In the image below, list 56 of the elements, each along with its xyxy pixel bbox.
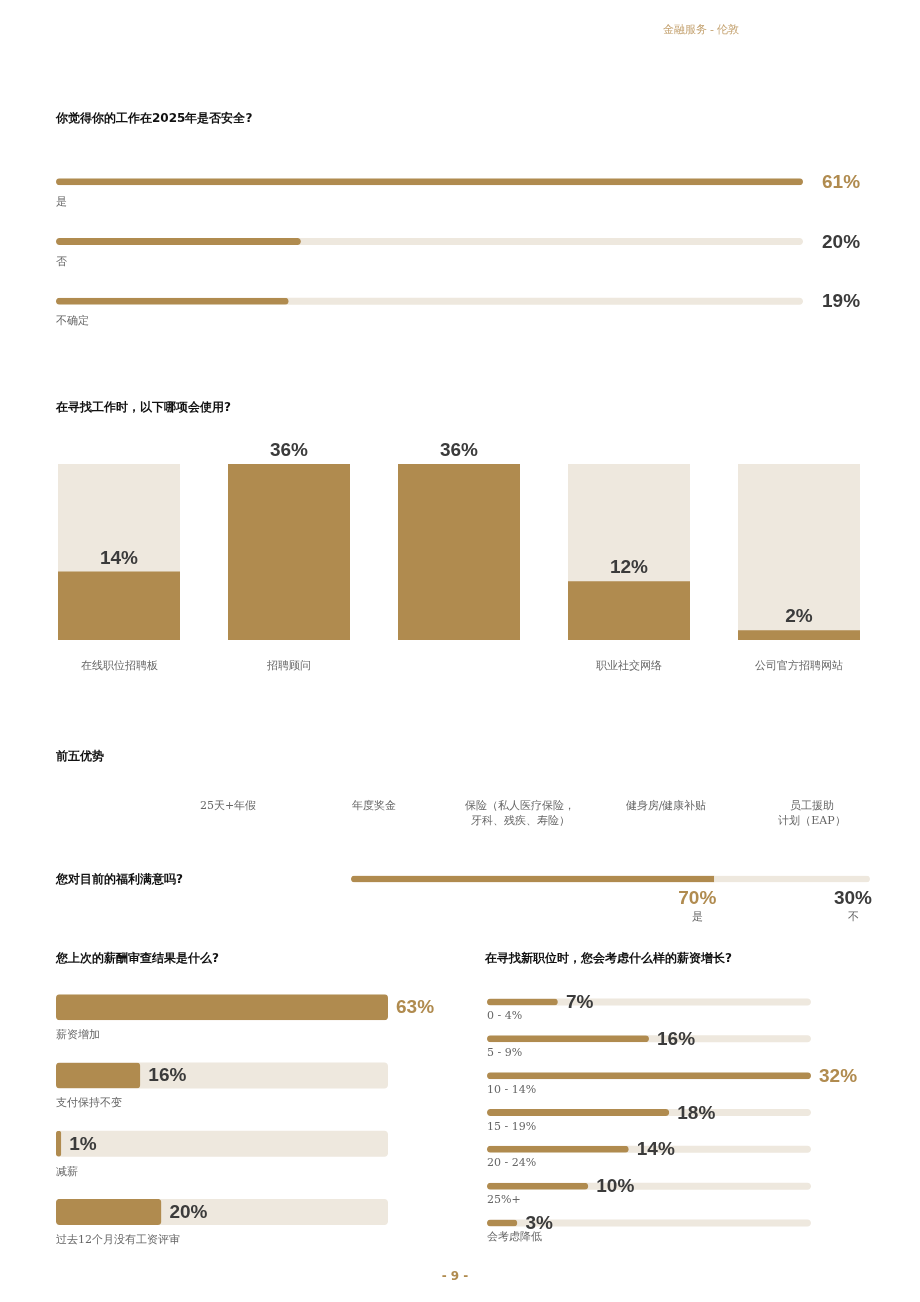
data-label: 61% [822, 170, 861, 192]
y-tick-label: 薪资增加 [56, 1028, 100, 1042]
y-tick-label: 20 - 24% [487, 1156, 537, 1170]
category-label: 保险（私人医疗保险，牙科、残疾、寿险） [465, 799, 575, 827]
data-label: 7% [565, 991, 594, 1013]
y-tick-label: 支付保持不变 [56, 1096, 122, 1110]
category-label: 员工援助计划（EAP） [778, 799, 846, 827]
bar [56, 1198, 162, 1225]
y-tick-label: 过去12个月没有工资评审 [56, 1232, 180, 1246]
y-tick-label: 您对目前的福利满意吗? [55, 872, 183, 886]
data-label: 70% [678, 887, 717, 908]
category-label: 25天+年假 [199, 799, 257, 812]
chart-title: 在寻找新职位时，您会考虑什么样的薪资增长? [484, 951, 732, 965]
data-label: 14% [636, 1138, 675, 1160]
y-tick-label: 减薪 [56, 1164, 78, 1178]
bar [738, 630, 860, 640]
text: 前五优势 [55, 749, 104, 763]
data-label: 30% [833, 887, 873, 908]
data-label: 36% [439, 439, 479, 460]
data-label: 63% [396, 996, 435, 1018]
y-tick-label: 否 [56, 254, 67, 268]
data-label: 12% [609, 556, 649, 578]
chart-title: 你觉得你的工作在2025年是否安全? [55, 111, 253, 125]
text: 是 [691, 910, 703, 923]
data-label: 16% [657, 1027, 696, 1049]
y-tick-label: 会考虑降低 [487, 1229, 542, 1243]
y-tick-label: 是 [56, 194, 67, 208]
data-label: 36% [269, 439, 309, 460]
y-tick-label: 15 - 19% [487, 1119, 537, 1133]
data-label: 16% [148, 1064, 187, 1086]
data-label: 18% [677, 1101, 716, 1123]
data-label: 20% [169, 1200, 208, 1222]
data-label: 20% [822, 230, 861, 252]
chart-title: 您上次的薪酬审查结果是什么? [55, 951, 219, 965]
text: 不 [847, 910, 859, 923]
x-tick-label: 职业社交网络 [596, 659, 662, 672]
x-tick-label: 公司官方招聘网站 [755, 659, 843, 672]
x-tick-label: 在线职位招聘板 [80, 659, 158, 672]
text: 金融服务 - 伦敦 [662, 23, 740, 36]
data-label: 10% [596, 1175, 635, 1197]
data-label: 32% [819, 1064, 858, 1086]
chart-title: 在寻找工作时，以下哪项会使用? [55, 400, 231, 414]
category-label: 健身房/健康补贴 [625, 799, 707, 812]
data-label: 14% [99, 546, 139, 568]
text: - 9 - [441, 1269, 469, 1283]
y-tick-label: 0 - 4% [487, 1009, 523, 1023]
y-tick-label: 10 - 14% [487, 1082, 537, 1096]
category-label: 年度奖金 [352, 799, 396, 812]
data-label: 1% [69, 1132, 97, 1154]
bar [56, 1062, 141, 1089]
y-tick-label: 5 - 9% [487, 1045, 523, 1059]
x-tick-label: 招聘顾问 [266, 659, 311, 672]
data-label: 19% [822, 290, 861, 312]
data-label: 2% [785, 605, 813, 627]
y-tick-label: 25%+ [487, 1193, 521, 1207]
y-tick-label: 不确定 [56, 314, 89, 328]
